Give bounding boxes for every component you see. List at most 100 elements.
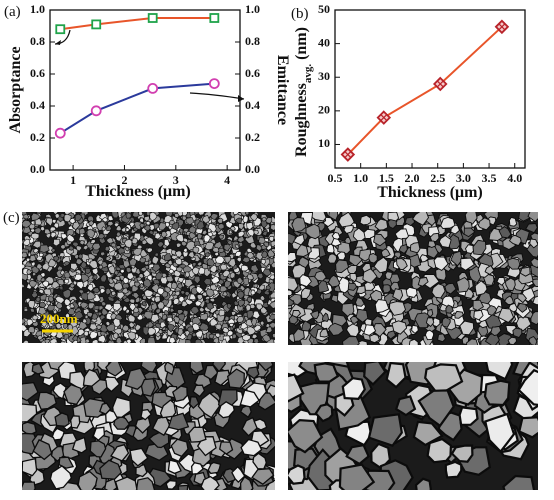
grain — [250, 289, 256, 296]
grain — [373, 256, 389, 274]
grain — [172, 298, 180, 305]
grain — [103, 477, 118, 490]
grain — [177, 313, 185, 322]
grain — [121, 287, 129, 294]
grain — [32, 240, 42, 249]
grain — [107, 215, 114, 221]
grain — [396, 258, 408, 271]
grain — [22, 481, 36, 490]
grain — [441, 316, 451, 328]
y-axis-label: Roughnessavg. (nm) — [293, 27, 314, 157]
grain — [338, 212, 355, 228]
grain — [203, 364, 219, 381]
grain — [139, 337, 146, 343]
grain — [69, 283, 76, 289]
grain — [181, 300, 189, 308]
grain — [125, 267, 132, 274]
grain — [29, 307, 35, 313]
grain — [89, 440, 107, 458]
grain — [265, 326, 273, 333]
grain — [135, 268, 141, 275]
arrowhead — [55, 40, 61, 45]
grain — [373, 233, 387, 247]
grain — [22, 457, 38, 477]
grain — [108, 278, 115, 284]
grain — [80, 260, 87, 269]
grain — [122, 277, 129, 284]
grain — [527, 212, 538, 223]
marker — [208, 78, 220, 89]
grain — [110, 443, 130, 462]
grain — [91, 267, 99, 276]
grain — [73, 310, 84, 319]
grain — [270, 297, 275, 303]
grain — [203, 278, 212, 286]
grain — [231, 333, 237, 339]
grain — [57, 278, 65, 286]
grain — [58, 456, 75, 469]
grain — [142, 326, 150, 336]
grain — [502, 474, 536, 490]
grain — [50, 319, 55, 325]
grain — [299, 274, 312, 288]
grain — [291, 217, 307, 233]
x-tick-label: 0.5 — [328, 171, 343, 185]
grain — [206, 257, 215, 267]
grain — [224, 256, 232, 264]
grain — [180, 290, 186, 295]
grain — [140, 408, 153, 421]
grain — [55, 330, 64, 339]
grain — [355, 285, 366, 295]
grain — [52, 309, 58, 315]
grain — [229, 322, 234, 328]
grain — [39, 244, 50, 253]
grain — [101, 301, 107, 307]
grain — [174, 250, 183, 258]
grain — [341, 377, 367, 401]
grain — [127, 331, 137, 341]
grain — [154, 295, 161, 303]
grain — [405, 286, 418, 298]
grain — [171, 281, 178, 290]
grain — [22, 283, 26, 289]
grain — [138, 212, 143, 216]
grain — [99, 287, 106, 295]
y-tick-label: 40 — [318, 35, 330, 49]
grain — [36, 263, 43, 270]
grain — [317, 279, 330, 293]
grain — [125, 227, 131, 232]
grain — [89, 331, 98, 340]
grain — [292, 233, 305, 246]
grain — [54, 213, 60, 219]
grain — [84, 268, 91, 275]
grain — [33, 248, 40, 254]
grain — [466, 338, 479, 345]
grain — [38, 307, 47, 316]
grain — [218, 234, 224, 240]
x-tick-label: 2.5 — [430, 171, 445, 185]
grain — [215, 332, 221, 338]
grain — [98, 264, 103, 270]
grain — [115, 337, 123, 343]
y-axis-label-sub: avg. — [302, 64, 314, 84]
grain — [64, 279, 70, 284]
grain — [528, 335, 538, 345]
grain — [314, 403, 334, 423]
grain — [473, 309, 484, 321]
x-tick-label: 3.5 — [482, 171, 497, 185]
sem-image — [288, 212, 538, 345]
grain — [124, 367, 148, 391]
grain — [111, 212, 119, 219]
grain — [261, 216, 268, 222]
grain — [410, 241, 421, 254]
grain — [133, 281, 141, 288]
grain — [268, 274, 275, 281]
grain — [223, 244, 231, 252]
grain — [454, 310, 464, 319]
grain — [113, 282, 123, 291]
grain — [51, 248, 56, 253]
marker — [90, 105, 102, 117]
series-line — [59, 82, 215, 135]
grain — [131, 237, 139, 245]
grain — [393, 251, 402, 260]
